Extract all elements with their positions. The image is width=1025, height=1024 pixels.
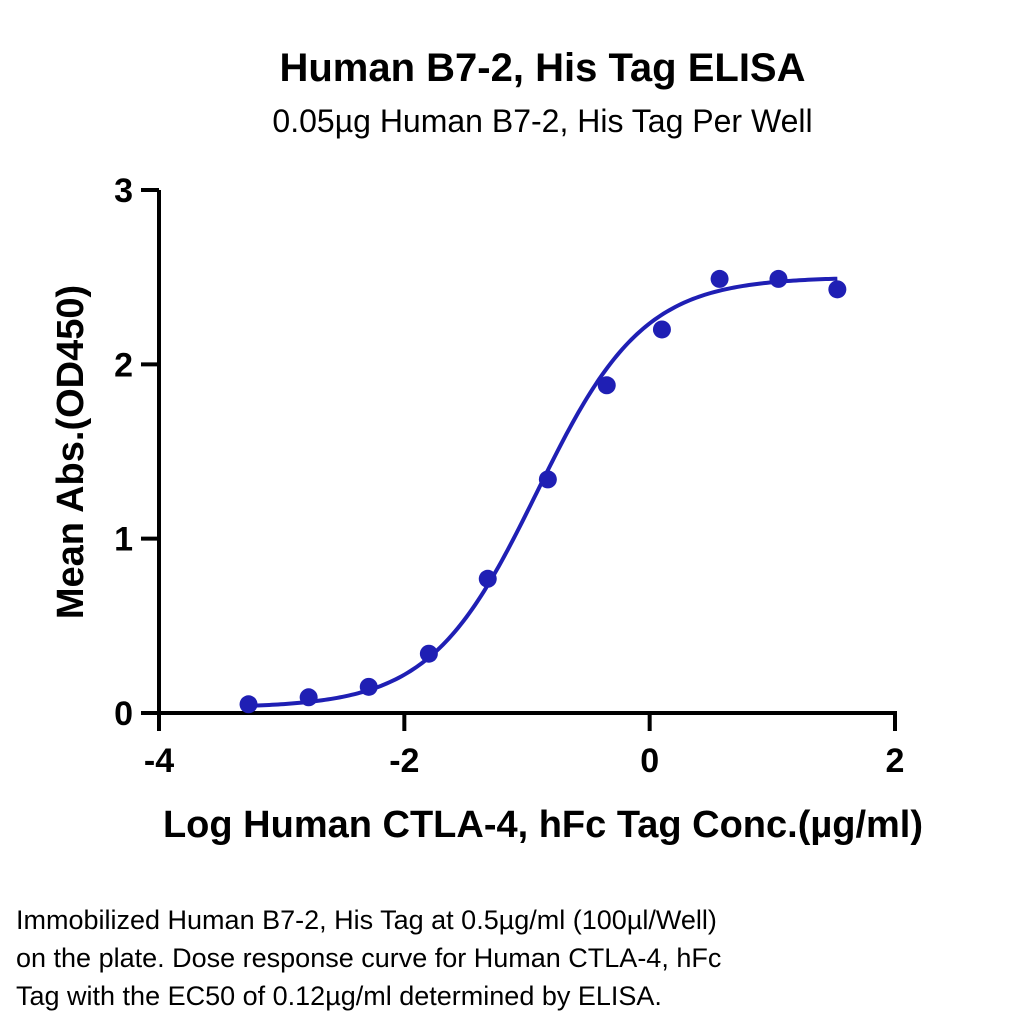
- data-points: [239, 269, 847, 714]
- x-axis-label: Log Human CTLA-4, hFc Tag Conc.(µg/ml): [163, 804, 923, 846]
- data-point: [710, 269, 729, 288]
- figure-caption: Immobilized Human B7-2, His Tag at 0.5µg…: [16, 901, 1006, 1015]
- x-tick-label: -2: [389, 742, 419, 780]
- data-point: [419, 644, 438, 663]
- data-point: [478, 569, 497, 588]
- data-point: [538, 470, 557, 489]
- data-point: [359, 677, 378, 696]
- y-tick-label: 2: [114, 346, 133, 384]
- data-point: [769, 269, 788, 288]
- caption-line: Immobilized Human B7-2, His Tag at 0.5µg…: [16, 905, 717, 935]
- data-point: [299, 688, 318, 707]
- caption-line: Tag with the EC50 of 0.12µg/ml determine…: [16, 981, 662, 1011]
- x-tick-label: 0: [640, 742, 659, 780]
- y-tick-label: 0: [114, 695, 133, 733]
- data-point: [652, 320, 671, 339]
- data-point: [828, 280, 847, 299]
- chart-title: Human B7-2, His Tag ELISA: [279, 46, 806, 90]
- fit-curve: [248, 276, 838, 708]
- chart-subtitle: 0.05µg Human B7-2, His Tag Per Well: [272, 103, 813, 139]
- y-tick-label: 1: [114, 521, 133, 559]
- y-axis-label: Mean Abs.(OD450): [50, 285, 92, 619]
- x-tick-label: -4: [144, 742, 174, 780]
- fit-curve-layer: [248, 276, 838, 708]
- caption-line: on the plate. Dose response curve for Hu…: [16, 943, 722, 973]
- axes: -4 -2 0 2 0 1 2 3: [114, 172, 904, 780]
- data-point: [239, 695, 258, 714]
- data-point: [597, 376, 616, 395]
- y-tick-label: 3: [114, 172, 133, 210]
- x-tick-label: 2: [886, 742, 905, 780]
